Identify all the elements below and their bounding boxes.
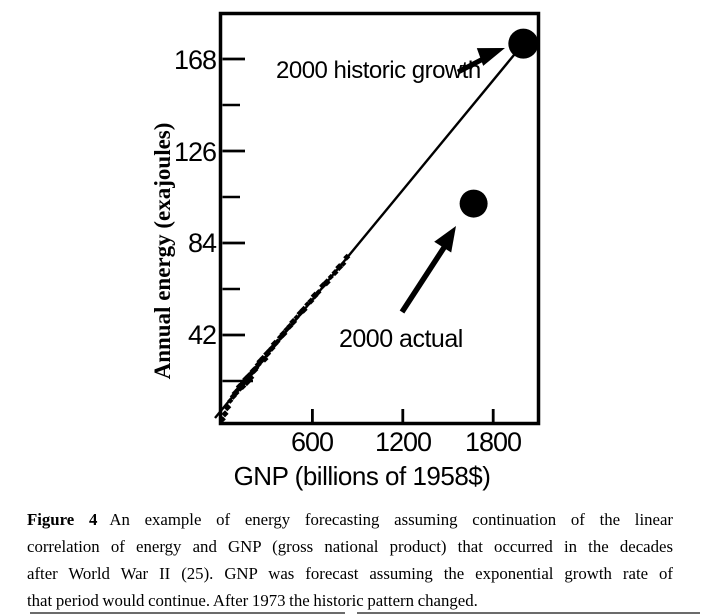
ytick-42: 42 — [187, 320, 217, 350]
data-point — [322, 278, 331, 287]
arrow-historic-tail — [456, 56, 485, 75]
data-point — [261, 355, 269, 363]
energy-gnp-plot — [214, 11, 541, 426]
data-point — [319, 282, 327, 290]
dot-2000-actual — [459, 189, 488, 218]
data-point — [223, 403, 232, 412]
caption-line-4: that period would continue. After 1973 t… — [27, 591, 478, 610]
ytick-84: 84 — [187, 228, 217, 258]
data-point — [343, 253, 351, 261]
data-point — [327, 273, 334, 281]
scan-artifact-line — [357, 612, 700, 614]
data-point — [219, 416, 226, 423]
data-point — [340, 260, 347, 267]
caption-line-3: after World War II (25). GNP was forecas… — [27, 564, 673, 583]
data-point — [304, 301, 311, 308]
highlight-dots — [459, 28, 539, 218]
ytick-126: 126 — [173, 137, 217, 167]
data-point — [293, 314, 300, 321]
annotation-arrows — [399, 48, 505, 314]
dot-2000-historic-growth — [508, 28, 539, 59]
ytick-168: 168 — [173, 45, 217, 75]
y-axis-title: Annual energy (exajoules) — [150, 122, 175, 380]
caption-line-1: Figure 4 An example of energy forecasting… — [27, 506, 673, 533]
scatter-points — [219, 253, 351, 423]
data-point — [296, 309, 304, 317]
data-point — [335, 263, 344, 272]
arrow-actual-tail — [399, 244, 448, 314]
data-point — [227, 397, 234, 404]
data-point — [268, 344, 276, 352]
data-point — [246, 373, 255, 382]
annotation-2000-actual: 2000 actual — [339, 325, 463, 353]
data-point — [253, 364, 260, 371]
data-point — [274, 338, 281, 345]
annotation-2000-historic-growth: 2000 historic growth — [276, 57, 481, 84]
caption-line-1-text: An example of energy forecasting assumin… — [109, 510, 673, 529]
xtick-600: 600 — [290, 427, 334, 457]
plot-frame — [218, 11, 541, 426]
data-point — [229, 392, 237, 400]
x-axis-title: GNP (billions of 1958$) — [233, 461, 491, 491]
data-point — [315, 289, 322, 296]
data-point — [299, 305, 308, 314]
data-point — [307, 297, 315, 305]
xtick-1200: 1200 — [374, 427, 432, 457]
data-point — [289, 317, 298, 326]
figure-caption: Figure 4 An example of energy forecasting… — [27, 506, 673, 614]
arrow-actual-head — [434, 226, 456, 253]
data-point — [286, 322, 294, 330]
caption-figure-label: Figure 4 — [27, 510, 98, 529]
data-point — [239, 382, 247, 391]
caption-line-2: correlation of energy and GNP (gross nat… — [27, 537, 673, 556]
data-point — [331, 269, 339, 277]
arrow-historic-head — [476, 48, 505, 66]
data-point — [279, 329, 288, 338]
data-point — [221, 410, 229, 418]
scan-artifact-line — [30, 612, 345, 614]
xtick-1800: 1800 — [464, 427, 522, 457]
